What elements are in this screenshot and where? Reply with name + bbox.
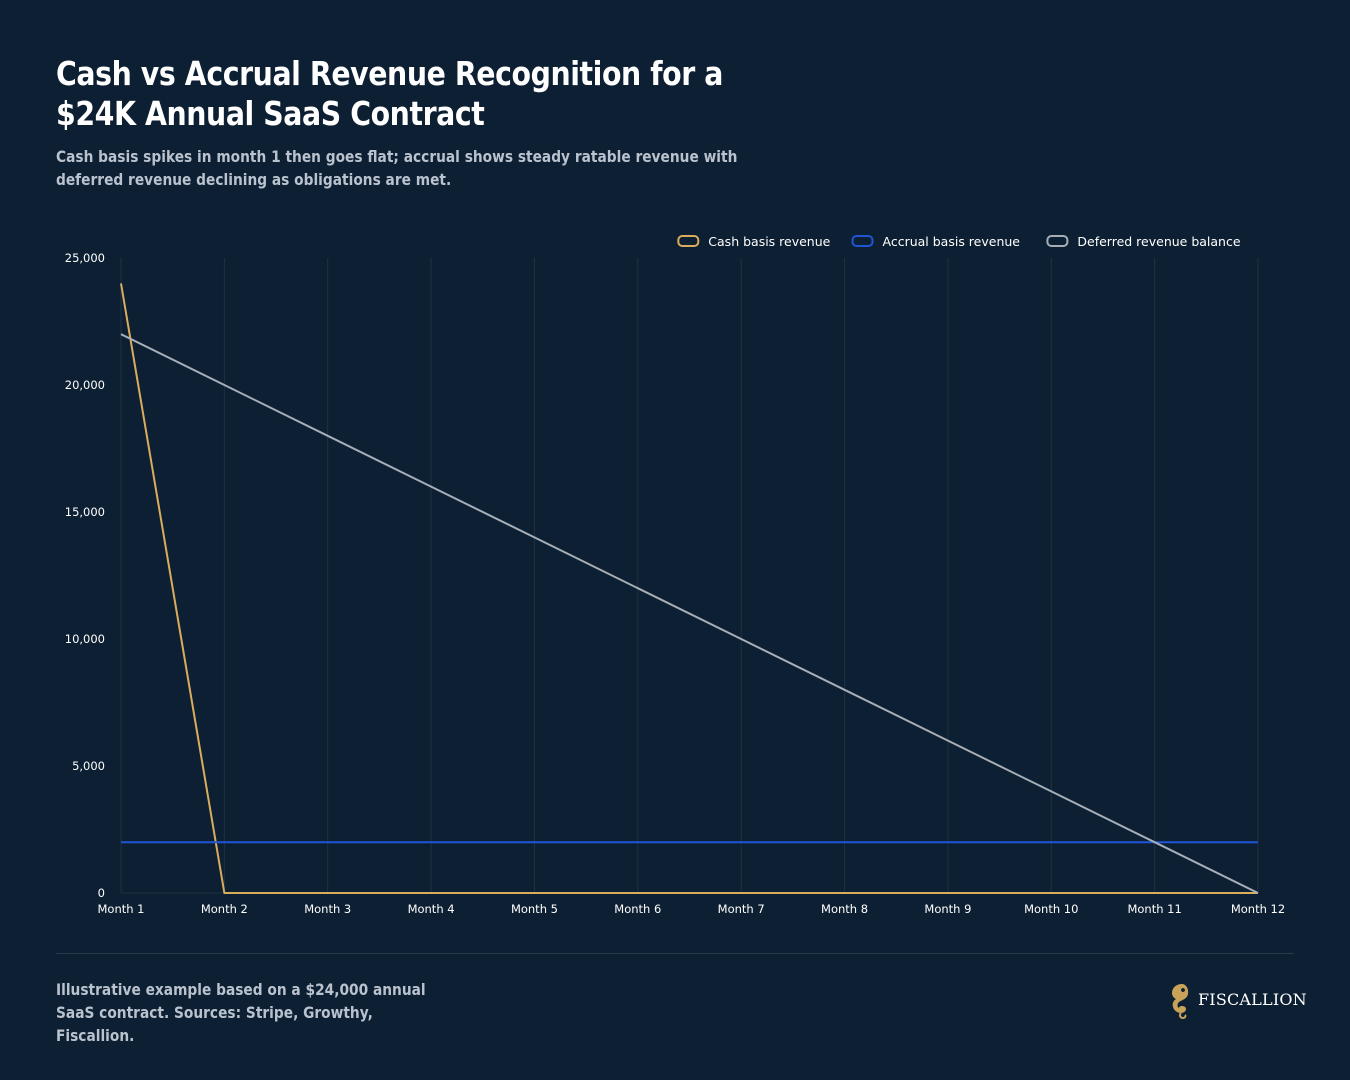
y-tick-label: 25,000 [65,251,105,265]
x-tick-label: Month 9 [924,902,971,916]
legend-swatch [851,235,874,247]
x-tick-label: Month 11 [1127,902,1181,916]
legend-label: Accrual basis revenue [883,234,1021,249]
x-tick-label: Month 12 [1231,902,1285,916]
source-note: Illustrative example based on a $24,000 … [56,980,426,1045]
legend-swatch [1046,235,1069,247]
legend-label: Deferred revenue balance [1077,234,1240,249]
x-tick-label: Month 5 [511,902,558,916]
y-tick-label: 5,000 [72,759,105,773]
y-tick-label: 15,000 [65,505,105,519]
x-tick-label: Month 6 [614,902,661,916]
series-line [120,283,1258,894]
footer-divider [56,953,1294,954]
x-tick-label: Month 2 [201,902,248,916]
legend-item: Accrual basis revenue [851,234,1021,249]
x-tick-label: Month 4 [408,902,455,916]
legend-item: Deferred revenue balance [1046,234,1241,249]
chart-series [120,283,1259,894]
legend-item: Cash basis revenue [677,234,831,249]
x-tick-label: Month 1 [97,902,144,916]
seahorse-logo-icon [1172,984,1189,1020]
series-line [120,333,1259,894]
chart-subtitle: Cash basis spikes in month 1 then goes f… [56,147,738,189]
x-tick-label: Month 10 [1024,902,1078,916]
chart-legend: Cash basis revenue Accrual basis revenue D… [677,234,1241,249]
y-tick-label: 0 [98,886,105,900]
legend-label: Cash basis revenue [708,234,830,249]
brand-logo: FISCALLION [1168,982,1307,1020]
x-tick-label: Month 8 [821,902,868,916]
chart-grid [120,258,1259,894]
line-chart: 0 5,000 10,000 15,000 20,000 25,000 Month 1 Mon… [65,234,1285,916]
legend-swatch [677,235,700,247]
x-tick-label: Month 7 [718,902,765,916]
brand-name: FISCALLION [1198,990,1307,1009]
chart-axes: 0 5,000 10,000 15,000 20,000 25,000 Month 1 Mon… [65,251,1285,916]
chart-title: Cash vs Accrual Revenue Recognition for … [56,54,723,133]
x-tick-label: Month 3 [304,902,351,916]
y-tick-label: 20,000 [65,378,105,392]
y-tick-label: 10,000 [65,632,105,646]
